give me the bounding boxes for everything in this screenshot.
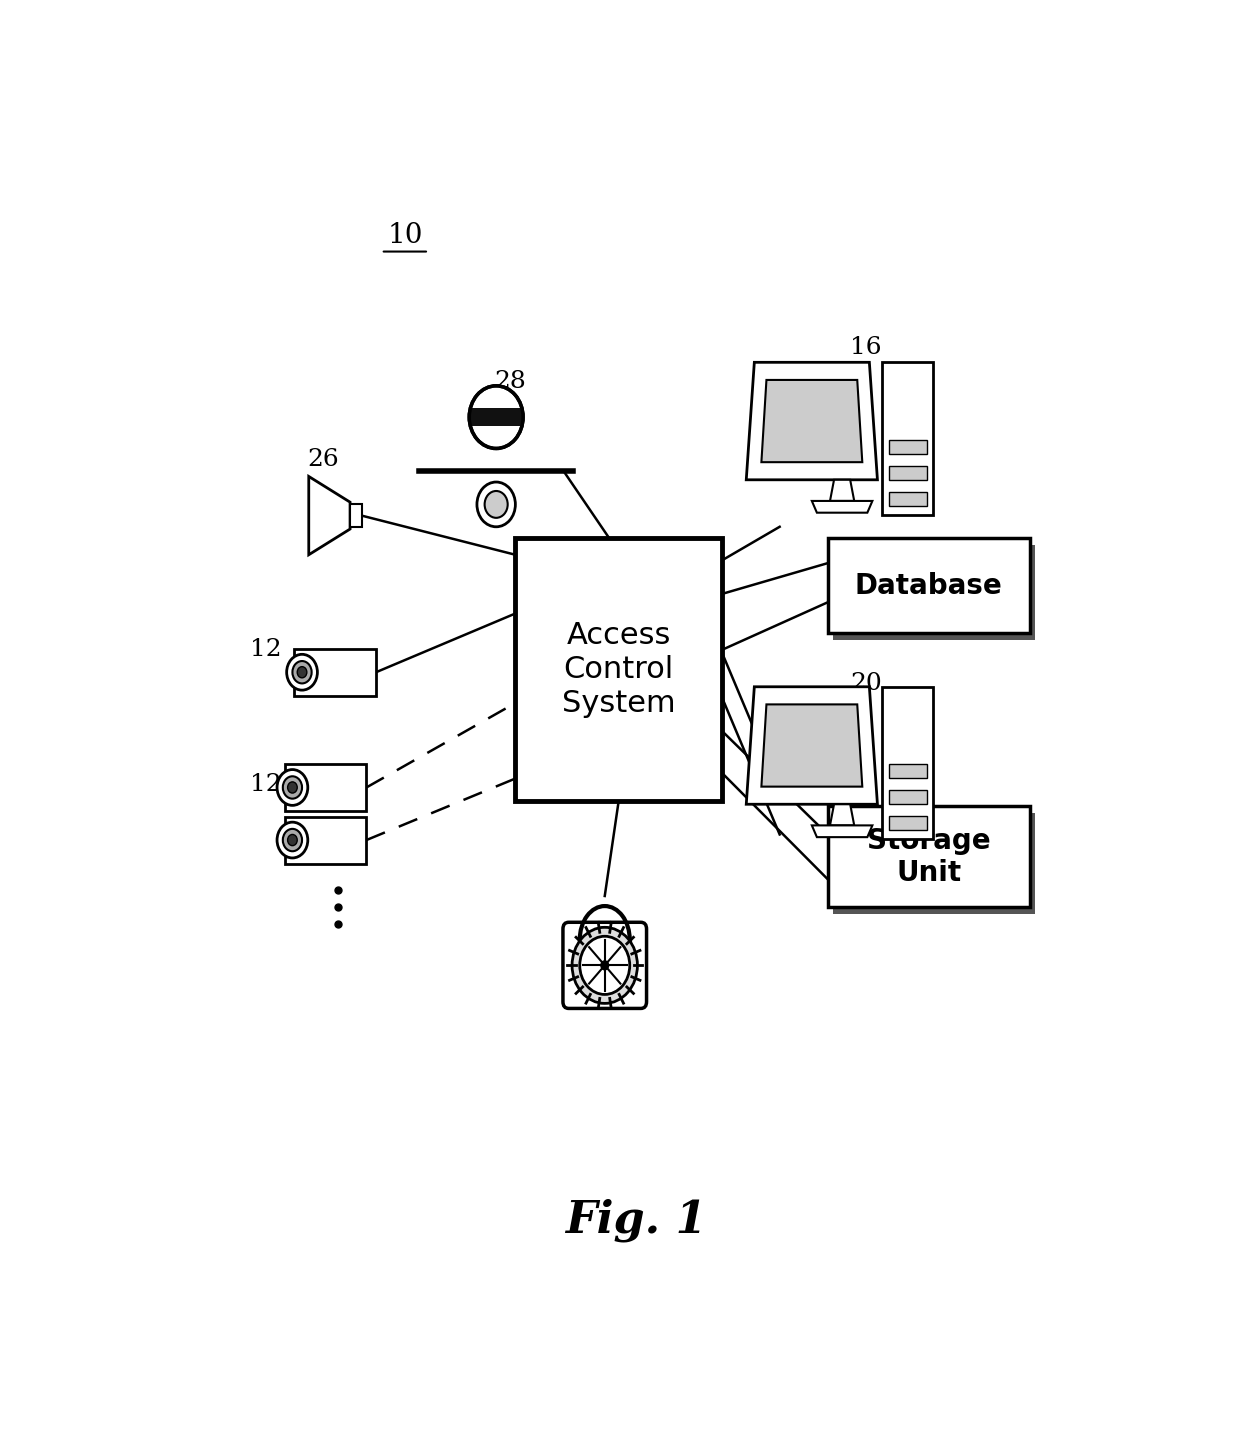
Circle shape [286,654,317,690]
Polygon shape [761,705,862,786]
FancyBboxPatch shape [883,687,932,840]
Text: Database: Database [854,571,1002,600]
Circle shape [572,927,637,1004]
Circle shape [298,667,306,677]
Text: 24: 24 [605,958,637,981]
FancyBboxPatch shape [889,817,926,830]
Text: 18: 18 [884,555,915,577]
Text: 28: 28 [495,371,527,392]
Circle shape [485,491,507,517]
Circle shape [469,386,523,449]
Polygon shape [746,687,878,805]
Polygon shape [812,825,873,837]
Circle shape [277,770,308,805]
FancyBboxPatch shape [828,806,1029,907]
FancyBboxPatch shape [828,538,1029,634]
Polygon shape [812,501,873,513]
Polygon shape [309,477,350,555]
Text: 12: 12 [249,638,281,661]
FancyBboxPatch shape [350,504,362,527]
Text: Storage
Unit: Storage Unit [867,827,991,886]
FancyBboxPatch shape [563,923,646,1008]
Circle shape [277,822,308,857]
Circle shape [580,936,630,994]
Polygon shape [746,362,878,479]
Text: Access
Control
System: Access Control System [562,622,676,718]
FancyBboxPatch shape [833,545,1035,639]
Text: 14: 14 [587,549,618,572]
Circle shape [477,482,516,527]
Circle shape [601,960,609,969]
FancyBboxPatch shape [285,764,367,811]
FancyBboxPatch shape [833,814,1035,914]
FancyBboxPatch shape [889,764,926,779]
Circle shape [288,782,298,793]
Text: 26: 26 [308,448,339,471]
FancyBboxPatch shape [889,491,926,506]
FancyBboxPatch shape [889,466,926,479]
Text: 22: 22 [884,840,915,863]
Polygon shape [761,379,862,462]
FancyBboxPatch shape [285,817,367,863]
Circle shape [283,776,303,799]
FancyBboxPatch shape [889,790,926,805]
Text: 16: 16 [851,336,882,359]
Polygon shape [830,805,854,825]
FancyBboxPatch shape [294,648,376,696]
Polygon shape [830,479,854,501]
Circle shape [283,828,303,851]
Text: 20: 20 [851,671,882,695]
Circle shape [293,661,311,683]
Text: Fig. 1: Fig. 1 [564,1199,707,1242]
FancyBboxPatch shape [516,538,722,801]
FancyBboxPatch shape [469,408,523,426]
Text: 10: 10 [387,222,423,250]
Circle shape [288,834,298,846]
FancyBboxPatch shape [883,362,932,514]
Text: 12: 12 [249,773,281,796]
FancyBboxPatch shape [889,440,926,453]
